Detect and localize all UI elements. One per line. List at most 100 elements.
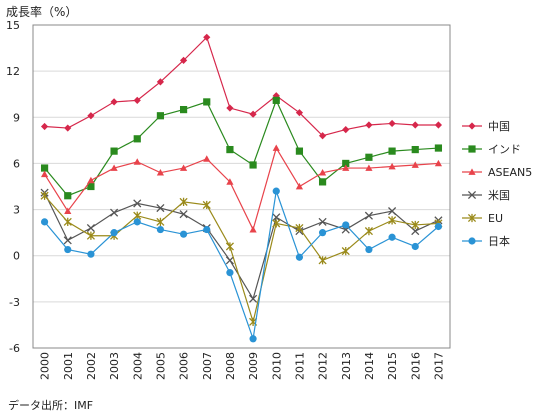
legend-marker — [468, 237, 476, 245]
data-point — [411, 161, 419, 168]
data-point — [342, 221, 350, 229]
x-tick-label: 2006 — [178, 352, 191, 380]
series-line — [44, 190, 439, 339]
data-point — [179, 230, 188, 238]
data-point — [225, 242, 234, 251]
data-point — [249, 294, 258, 303]
data-point — [364, 227, 373, 236]
data-point — [156, 217, 165, 226]
data-point — [388, 233, 396, 241]
data-point — [411, 121, 419, 129]
data-point — [40, 122, 49, 131]
y-tick-label: -3 — [9, 296, 20, 309]
series-6 — [40, 187, 443, 343]
data-point — [295, 253, 304, 261]
series-layer — [40, 33, 443, 343]
series-line — [44, 98, 439, 197]
series-4 — [40, 188, 443, 303]
series-line — [44, 195, 439, 325]
data-point — [388, 147, 396, 155]
x-tick-label: 2008 — [224, 352, 237, 380]
data-point — [388, 162, 396, 170]
data-point — [64, 192, 72, 200]
data-point — [434, 144, 443, 152]
data-point — [156, 203, 165, 213]
data-point — [133, 135, 141, 143]
legend-label: ASEAN5 — [488, 166, 532, 179]
x-tick-label: 2015 — [386, 352, 399, 380]
x-tick-label: 2001 — [62, 352, 75, 380]
data-point — [156, 112, 165, 120]
legend-marker — [467, 213, 477, 223]
x-tick-label: 2017 — [432, 352, 445, 380]
data-point — [110, 208, 119, 217]
data-point — [226, 269, 234, 277]
series-line — [44, 36, 439, 137]
data-point — [364, 211, 373, 220]
data-point — [342, 164, 350, 171]
data-point — [342, 125, 350, 134]
data-point — [179, 105, 188, 114]
data-point — [341, 247, 350, 256]
legend-label: 米国 — [488, 189, 510, 202]
y-tick-label: 6 — [13, 157, 20, 170]
data-point — [318, 169, 327, 176]
data-point — [156, 169, 165, 176]
data-point — [64, 124, 72, 132]
data-point — [411, 227, 420, 236]
x-tick-label: 2010 — [270, 352, 283, 380]
legend-label: 中国 — [488, 120, 510, 133]
data-point — [110, 98, 118, 106]
data-point — [86, 223, 95, 233]
data-point — [249, 225, 257, 233]
x-tick-label: 2002 — [85, 352, 98, 380]
data-point — [318, 132, 327, 140]
data-point — [365, 153, 373, 161]
data-point — [365, 121, 373, 129]
data-point — [110, 229, 118, 237]
data-point — [272, 219, 281, 228]
data-point — [434, 222, 443, 231]
data-point — [203, 98, 211, 106]
y-tick-label: 0 — [13, 250, 20, 263]
data-point — [40, 164, 49, 172]
legend-label: 日本 — [488, 234, 510, 248]
data-point — [203, 33, 211, 41]
x-tick-label: 2014 — [363, 352, 376, 380]
data-point — [434, 159, 443, 167]
series-line — [44, 192, 439, 301]
data-point — [318, 178, 327, 186]
legend-item: ASEAN5 — [462, 166, 532, 179]
data-point — [87, 182, 95, 191]
data-point — [179, 164, 188, 171]
data-point — [156, 78, 165, 86]
y-axis-ticks: -6 -3 0 3 6 9 12 15 — [6, 19, 20, 355]
data-point — [203, 155, 211, 162]
data-point — [225, 256, 234, 265]
data-point — [295, 223, 304, 233]
data-point — [434, 121, 443, 129]
data-point — [365, 245, 373, 254]
data-point — [202, 200, 211, 210]
legend-item: 中国 — [462, 120, 510, 133]
y-tick-label: 3 — [13, 204, 20, 217]
data-point — [110, 147, 118, 155]
legend-marker — [467, 190, 477, 200]
legend-marker — [468, 145, 476, 153]
data-point — [63, 236, 72, 245]
data-point — [342, 159, 350, 168]
data-point — [226, 178, 234, 185]
data-point — [388, 216, 397, 225]
x-tick-label: 2005 — [154, 352, 167, 380]
data-point — [272, 187, 280, 195]
data-point — [64, 207, 72, 214]
data-point — [179, 56, 188, 64]
data-point — [295, 147, 304, 155]
x-tick-label: 2012 — [317, 352, 330, 380]
grid-lines — [33, 70, 450, 303]
x-tick-label: 2011 — [293, 352, 306, 380]
data-point — [40, 170, 49, 178]
legend-label: インド — [488, 143, 521, 156]
data-point — [388, 119, 396, 128]
